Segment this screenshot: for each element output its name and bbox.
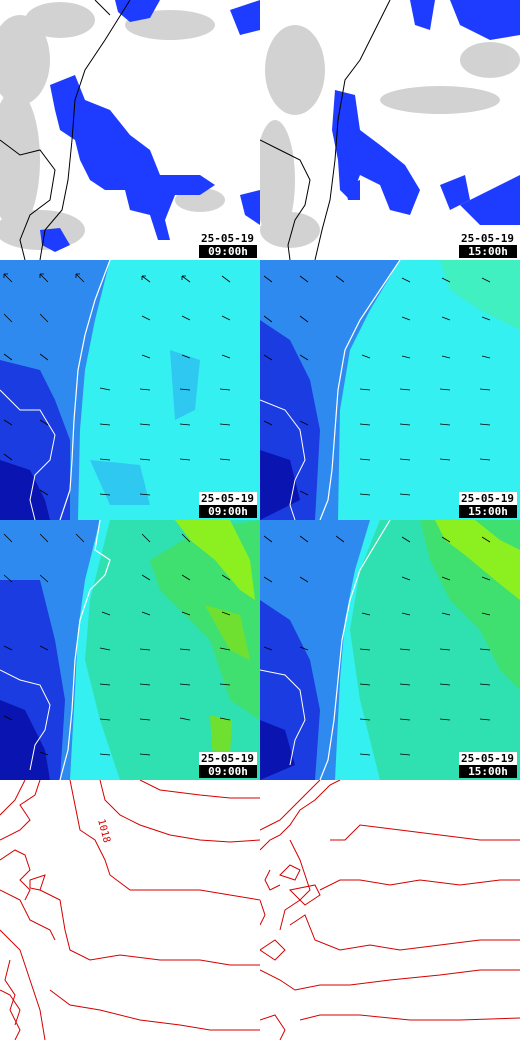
coastline <box>319 260 401 520</box>
wind-map-0900: 25-05-19 09:00h <box>0 260 260 520</box>
timestamp-badge: 25-05-19 09:00h <box>199 752 257 778</box>
gust-map-0900: 25-05-19 09:00h <box>0 520 260 780</box>
forecast-date: 25-05-19 <box>459 752 517 765</box>
timestamp-badge: 25-05-19 09:00h <box>199 232 257 258</box>
coastline <box>39 0 131 260</box>
wind-vectors <box>263 535 491 756</box>
forecast-date: 25-05-19 <box>459 492 517 505</box>
precipitation-cells <box>332 0 520 225</box>
forecast-time: 15:00h <box>459 505 517 518</box>
coastline <box>319 520 391 780</box>
forecast-time: 09:00h <box>199 245 257 258</box>
forecast-time: 15:00h <box>459 765 517 778</box>
coastline <box>59 520 111 780</box>
wind-vectors <box>3 273 231 496</box>
precipitation-map-1500: 25-05-19 15:00h <box>260 0 520 260</box>
border-line <box>0 669 51 771</box>
wind-map-1500: 25-05-19 15:00h <box>260 260 520 520</box>
forecast-date: 25-05-19 <box>199 492 257 505</box>
timestamp-badge: 25-05-19 15:00h <box>459 752 517 778</box>
forecast-date: 25-05-19 <box>199 752 257 765</box>
precipitation-map-0900: 25-05-19 09:00h <box>0 0 260 260</box>
timestamp-badge: 25-05-19 09:00h <box>199 492 257 518</box>
forecast-time: 09:00h <box>199 505 257 518</box>
border-line <box>260 139 311 260</box>
wind-vectors <box>263 275 491 496</box>
isobars <box>0 780 260 1040</box>
timestamp-badge: 25-05-19 15:00h <box>459 492 517 518</box>
border-line <box>260 669 306 766</box>
coastline <box>59 260 111 520</box>
gust-map-1500: 25-05-19 15:00h <box>260 520 520 780</box>
forecast-date: 25-05-19 <box>199 232 257 245</box>
pressure-map-1500 <box>260 780 520 1040</box>
forecast-date: 25-05-19 <box>459 232 517 245</box>
border-line <box>0 139 56 260</box>
border-line <box>0 389 56 520</box>
wind-vectors <box>3 533 231 756</box>
pressure-map-0900: 1018 <box>0 780 260 1040</box>
cloud-cover <box>260 25 520 248</box>
timestamp-badge: 25-05-19 15:00h <box>459 232 517 258</box>
forecast-time: 15:00h <box>459 245 517 258</box>
forecast-time: 09:00h <box>199 765 257 778</box>
coastline <box>314 0 391 260</box>
isobars <box>260 780 520 1040</box>
border-line <box>260 399 306 520</box>
